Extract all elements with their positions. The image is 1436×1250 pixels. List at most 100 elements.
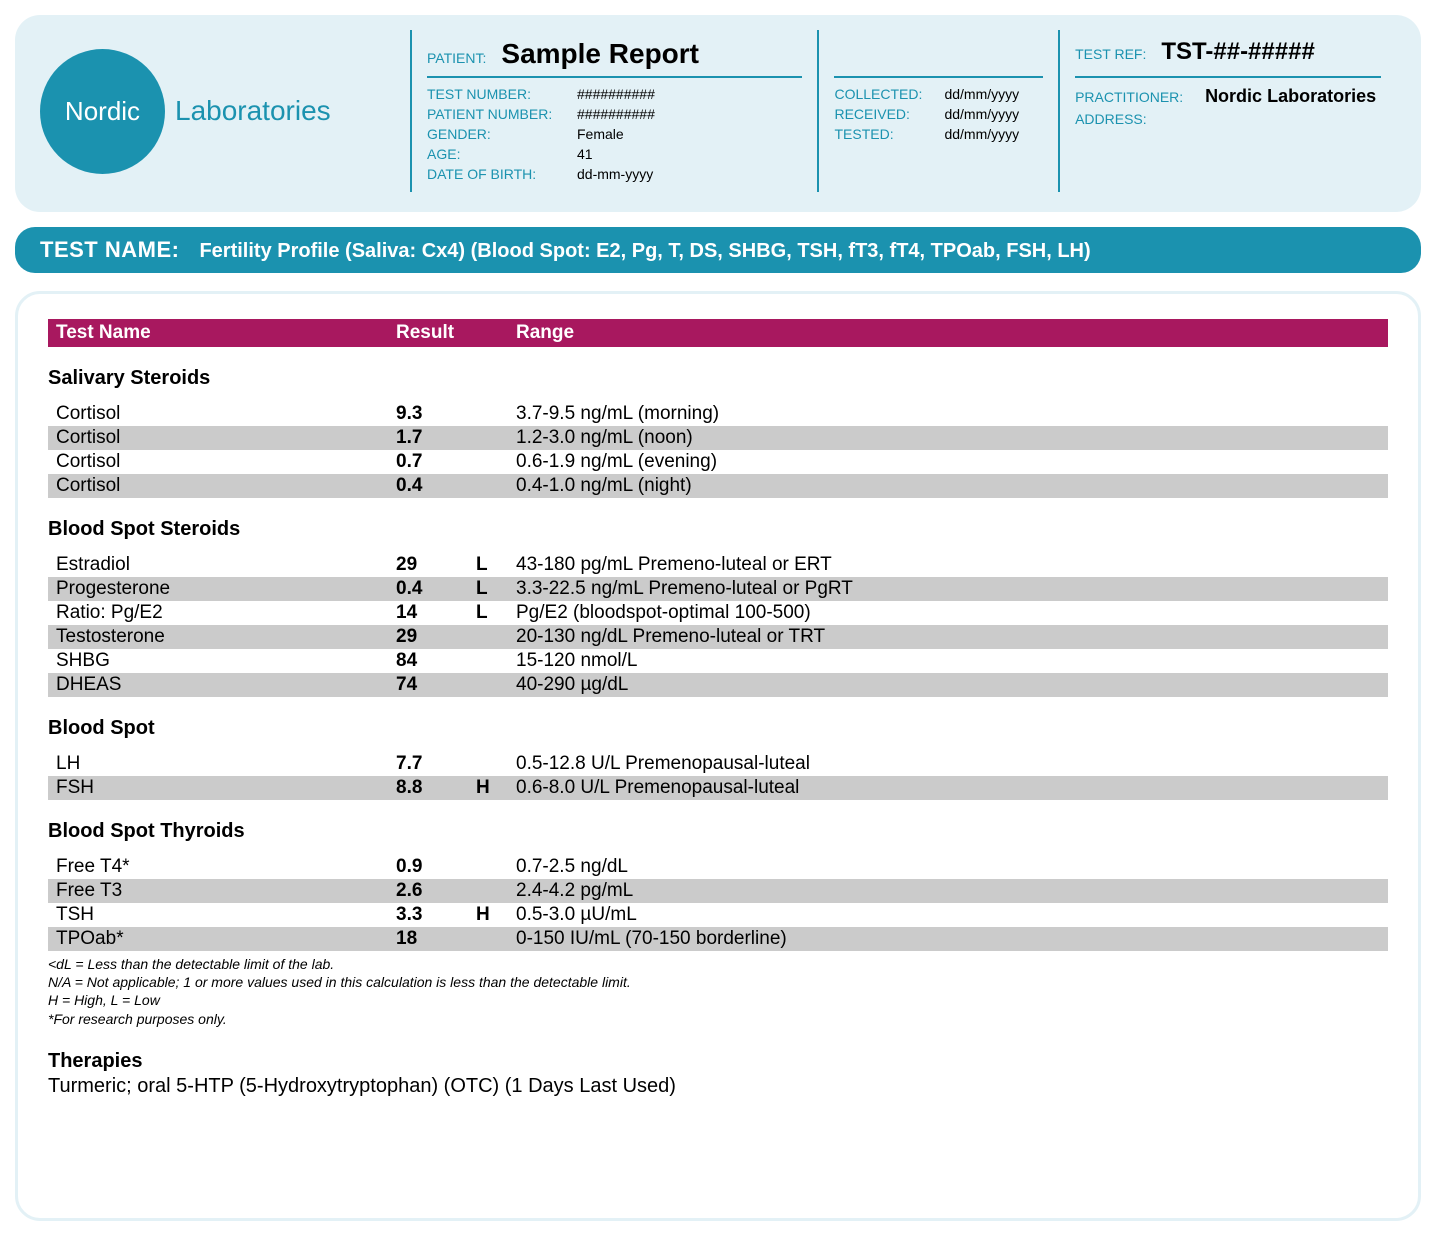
result-row: Free T4*0.9 0.7-2.5 ng/dL [48,855,1388,879]
row-name: Free T4* [56,856,396,878]
row-result: 0.4 [396,578,476,600]
row-flag: H [476,777,516,799]
row-result: 0.4 [396,475,476,497]
ref-top-row: TEST REF: TST-##-##### [1075,38,1381,78]
patient-field-row: PATIENT NUMBER:########## [427,104,802,124]
row-range: 0-150 IU/mL (70-150 borderline) [516,928,1380,950]
result-row: TPOab*18 0-150 IU/mL (70-150 borderline) [48,927,1388,951]
row-range: 43-180 pg/mL Premeno-luteal or ERT [516,554,1380,576]
patient-column: PATIENT: Sample Report TEST NUMBER:#####… [410,30,817,192]
ref-field-row: ADDRESS: [1075,109,1381,129]
logo-circle: Nordic [40,49,165,174]
result-row: Estradiol29L43-180 pg/mL Premeno-luteal … [48,553,1388,577]
field-label: TEST NUMBER: [427,86,577,102]
field-label: DATE OF BIRTH: [427,166,577,182]
patient-field-row: AGE:41 [427,144,802,164]
footnote-line: H = High, L = Low [48,991,1388,1009]
row-name: TPOab* [56,928,396,950]
logo-block: Nordic Laboratories [40,30,410,192]
ref-fields: PRACTITIONER:Nordic LaboratoriesADDRESS: [1075,84,1381,129]
dates-fields: COLLECTED:dd/mm/yyyyRECEIVED:dd/mm/yyyyT… [834,84,1043,144]
patient-field-row: TEST NUMBER:########## [427,84,802,104]
section-title: Blood Spot [48,697,1388,752]
result-row: Testosterone2920-130 ng/dL Premeno-lutea… [48,625,1388,649]
dates-spacer [834,38,1043,78]
field-value: dd/mm/yyyy [944,126,1019,142]
patient-fields: TEST NUMBER:##########PATIENT NUMBER:###… [427,84,802,184]
ref-label: TEST REF: [1075,46,1146,62]
row-range: 3.3-22.5 ng/mL Premeno-luteal or PgRT [516,578,1380,600]
row-range: 0.4-1.0 ng/mL (night) [516,475,1380,497]
row-range: 0.6-8.0 U/L Premenopausal-luteal [516,777,1380,799]
ref-value: TST-##-##### [1161,38,1314,66]
row-result: 9.3 [396,403,476,425]
row-result: 74 [396,674,476,696]
row-result: 3.3 [396,904,476,926]
row-range: 40-290 µg/dL [516,674,1380,696]
row-result: 0.7 [396,451,476,473]
field-value: Female [577,126,624,142]
header-range: Range [516,322,1380,344]
row-result: 1.7 [396,427,476,449]
row-name: Free T3 [56,880,396,902]
row-range: 20-130 ng/dL Premeno-luteal or TRT [516,626,1380,648]
row-range: 15-120 nmol/L [516,650,1380,672]
field-label: PATIENT NUMBER: [427,106,577,122]
results-card: Test Name Result Range Salivary Steroids… [15,291,1421,1221]
dates-field-row: TESTED:dd/mm/yyyy [834,124,1043,144]
result-row: Ratio: Pg/E214LPg/E2 (bloodspot-optimal … [48,601,1388,625]
row-range: 0.7-2.5 ng/dL [516,856,1380,878]
field-value: Nordic Laboratories [1205,86,1376,107]
footnote-line: *For research purposes only. [48,1010,1388,1028]
result-row: TSH3.3H0.5-3.0 µU/mL [48,903,1388,927]
result-row: Cortisol0.4 0.4-1.0 ng/mL (night) [48,474,1388,498]
row-result: 7.7 [396,753,476,775]
info-grid: PATIENT: Sample Report TEST NUMBER:#####… [410,30,1396,192]
field-label: AGE: [427,146,577,162]
section-title: Blood Spot Thyroids [48,800,1388,855]
patient-name: Sample Report [501,38,699,70]
patient-top-row: PATIENT: Sample Report [427,38,802,78]
patient-label: PATIENT: [427,50,486,66]
footnotes: <dL = Less than the detectable limit of … [48,951,1388,1032]
row-name: TSH [56,904,396,926]
result-row: Cortisol9.3 3.7-9.5 ng/mL (morning) [48,402,1388,426]
field-value: dd-mm-yyyy [577,166,653,182]
field-label: PRACTITIONER: [1075,89,1205,105]
ref-column: TEST REF: TST-##-##### PRACTITIONER:Nord… [1058,30,1396,192]
row-flag: L [476,578,516,600]
row-name: SHBG [56,650,396,672]
header-name: Test Name [56,322,396,344]
result-row: Progesterone0.4L3.3-22.5 ng/mL Premeno-l… [48,577,1388,601]
row-range: 1.2-3.0 ng/mL (noon) [516,427,1380,449]
row-name: Estradiol [56,554,396,576]
row-range: 3.7-9.5 ng/mL (morning) [516,403,1380,425]
row-result: 18 [396,928,476,950]
result-row: Cortisol0.70.6-1.9 ng/mL (evening) [48,450,1388,474]
testname-bar: TEST NAME: Fertility Profile (Saliva: Cx… [15,227,1421,273]
row-name: FSH [56,777,396,799]
row-range: 0.5-3.0 µU/mL [516,904,1380,926]
footnote-line: <dL = Less than the detectable limit of … [48,955,1388,973]
testname-value: Fertility Profile (Saliva: Cx4) (Blood S… [199,240,1090,263]
sections-container: Salivary SteroidsCortisol9.33.7-9.5 ng/m… [48,347,1388,951]
row-range: 0.5-12.8 U/L Premenopausal-luteal [516,753,1380,775]
field-value: ########## [577,86,655,102]
row-result: 29 [396,626,476,648]
row-result: 14 [396,602,476,624]
row-result: 29 [396,554,476,576]
row-result: 2.6 [396,880,476,902]
result-row: SHBG8415-120 nmol/L [48,649,1388,673]
therapies-title: Therapies [48,1032,1388,1073]
row-flag: L [476,602,516,624]
patient-field-row: DATE OF BIRTH:dd-mm-yyyy [427,164,802,184]
footnote-line: N/A = Not applicable; 1 or more values u… [48,973,1388,991]
row-name: Cortisol [56,475,396,497]
row-result: 8.8 [396,777,476,799]
header-card: Nordic Laboratories PATIENT: Sample Repo… [15,15,1421,212]
row-name: Progesterone [56,578,396,600]
row-range: 2.4-4.2 pg/mL [516,880,1380,902]
row-result: 0.9 [396,856,476,878]
field-label: TESTED: [834,126,944,142]
row-name: Cortisol [56,403,396,425]
